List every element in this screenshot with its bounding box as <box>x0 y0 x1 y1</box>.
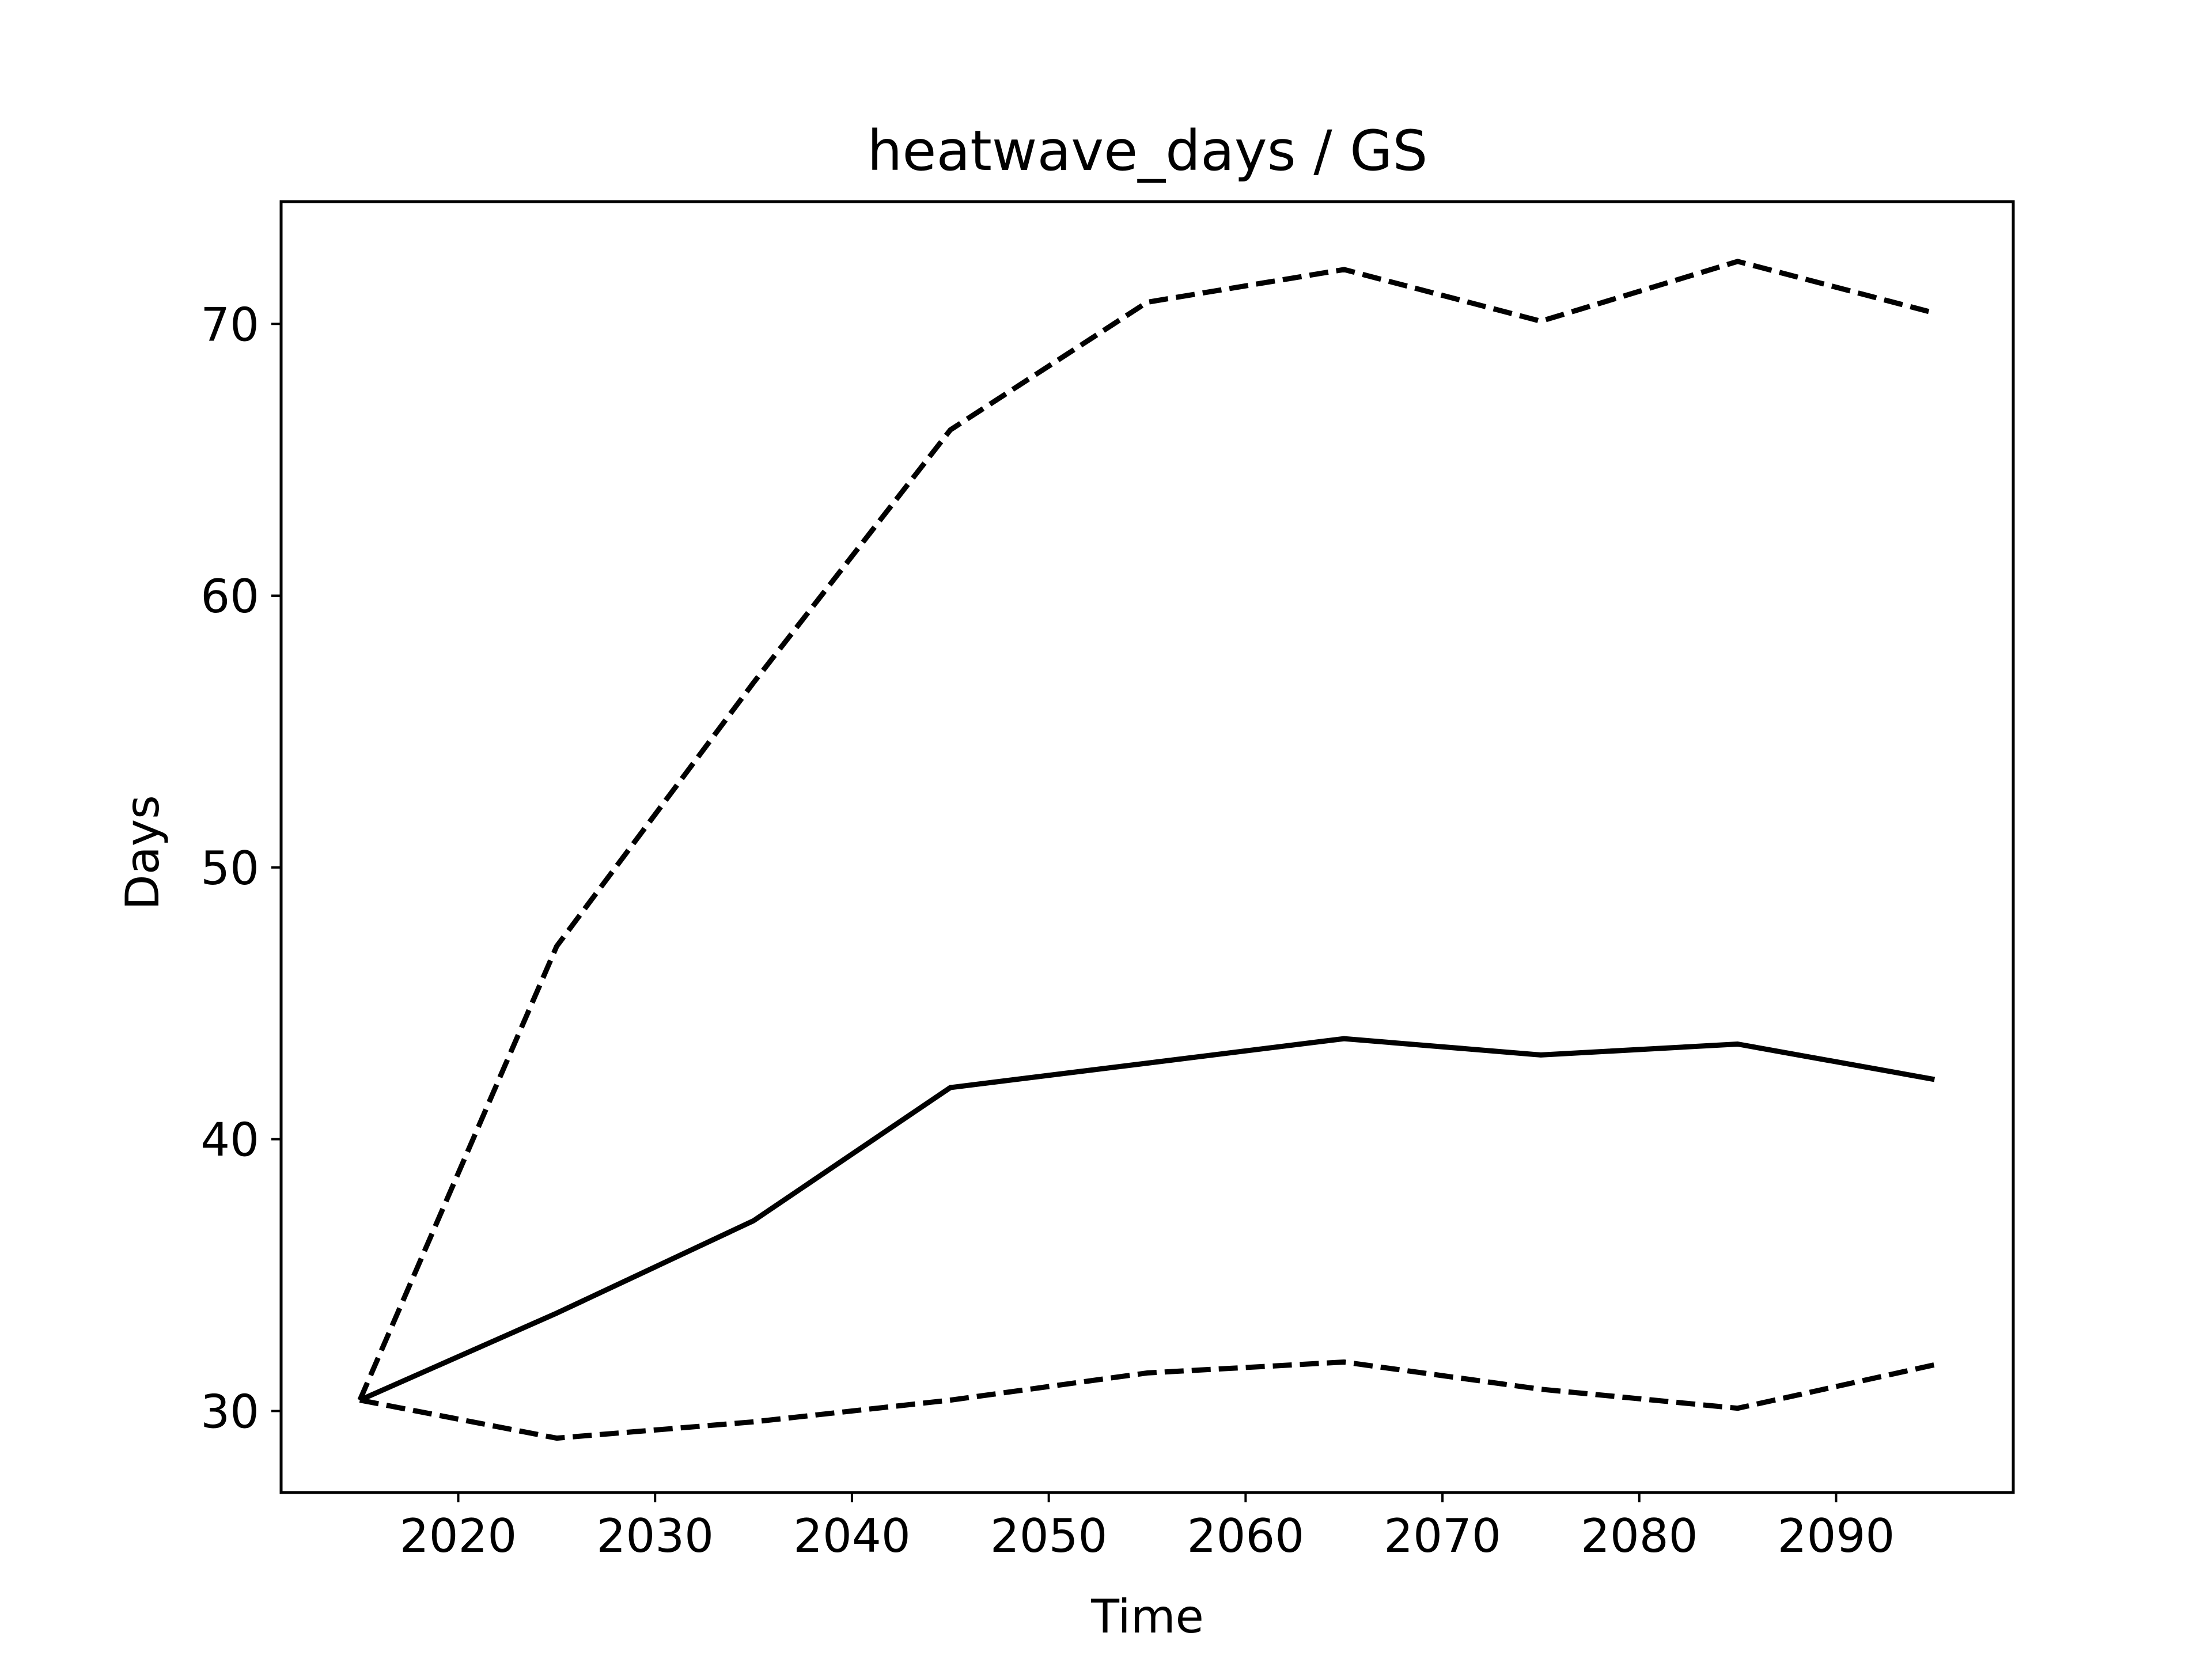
series-line-3 <box>359 1359 1936 1441</box>
x-tick-label: 2030 <box>596 1509 714 1563</box>
chart-title: heatwave_days / GS <box>868 119 1428 183</box>
x-tick-label: 2040 <box>793 1509 911 1563</box>
x-tick-label: 2050 <box>990 1509 1108 1563</box>
y-axis: 30 40 50 60 70 <box>200 298 281 1438</box>
y-tick-label: 40 <box>200 1113 259 1167</box>
x-axis-label: Time <box>1090 1590 1204 1643</box>
series-layer <box>357 259 1936 1441</box>
x-tick-label: 2070 <box>1384 1509 1501 1563</box>
x-tick-label: 2020 <box>400 1509 517 1563</box>
x-tick-label: 2080 <box>1581 1509 1698 1563</box>
x-tick-label: 2060 <box>1187 1509 1305 1563</box>
plot-frame <box>279 200 2015 1494</box>
y-tick-label: 50 <box>200 842 259 895</box>
x-tick-label: 2090 <box>1778 1509 1895 1563</box>
y-tick-label: 60 <box>200 570 259 623</box>
series-line-1 <box>358 1036 1936 1403</box>
y-axis-label: Days <box>116 795 169 910</box>
x-axis: 2020 2030 2040 2050 2060 2070 2080 2090 <box>400 1493 1895 1563</box>
y-tick-label: 70 <box>200 298 259 351</box>
series-line-2 <box>357 259 1936 1402</box>
y-tick-label: 30 <box>200 1385 259 1438</box>
